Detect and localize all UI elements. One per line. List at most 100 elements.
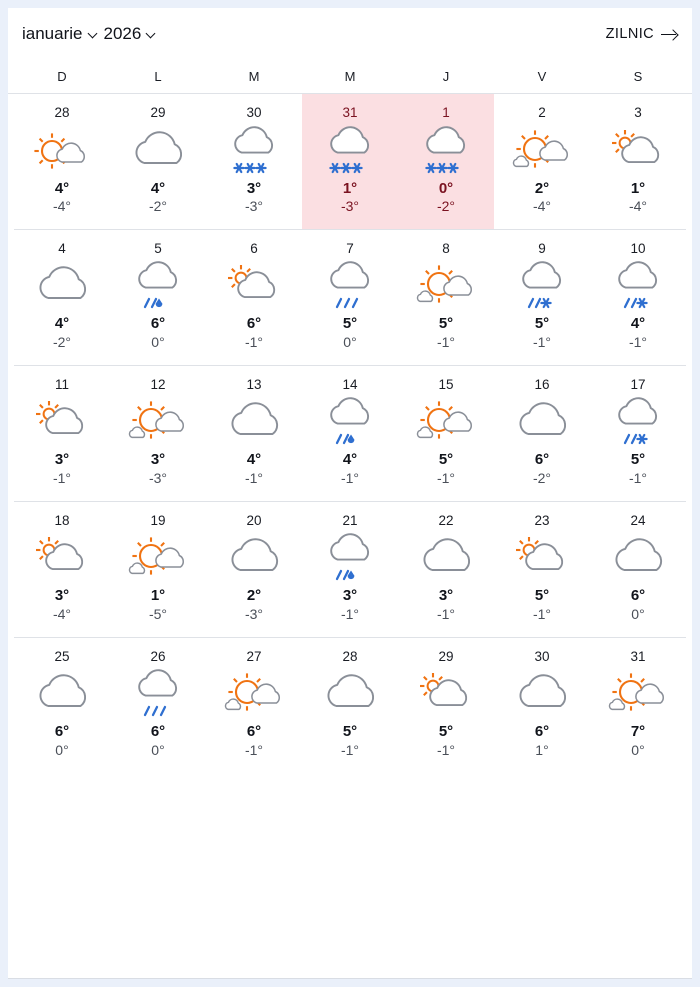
cloud-icon: [25, 261, 99, 311]
day-cell[interactable]: 14 4° -1°: [302, 366, 398, 501]
week-row: 28 4° -4° 29 4° -2° 30 3° -3° 31 1° -3° 1 0° -2° 2 2° -4°…: [14, 94, 686, 230]
day-cell[interactable]: 13 4° -1°: [206, 366, 302, 501]
temperature-low: -3°: [244, 197, 264, 214]
temperature-high: 3°: [246, 179, 262, 197]
day-cell[interactable]: 5 6° 0°: [110, 230, 206, 365]
temperature-low: -1°: [628, 333, 648, 350]
day-cell[interactable]: 25 6° 0°: [14, 638, 110, 773]
temperature-high: 5°: [534, 315, 550, 333]
month-select[interactable]: ianuarie: [22, 24, 99, 44]
sun-cloud-small-cloud-icon: [601, 669, 675, 719]
day-cell[interactable]: 7 5° 0°: [302, 230, 398, 365]
day-cell[interactable]: 16 6° -2°: [494, 366, 590, 501]
day-cell[interactable]: 11 3° -1°: [14, 366, 110, 501]
sun-cloud-small-cloud-icon: [409, 397, 483, 447]
day-number: 31: [630, 648, 646, 664]
temperature-low: -3°: [148, 469, 168, 486]
temperature-low: 0°: [55, 741, 69, 758]
calendar-weeks: 28 4° -4° 29 4° -2° 30 3° -3° 31 1° -3° 1 0° -2° 2 2° -4°…: [8, 94, 692, 773]
day-cell[interactable]: 6 6° -1°: [206, 230, 302, 365]
cloud-rain-sleet-icon: [313, 533, 387, 583]
temperature-low: -1°: [532, 605, 552, 622]
day-cell[interactable]: 18 3° -4°: [14, 502, 110, 637]
day-cell[interactable]: 29 5° -1°: [398, 638, 494, 773]
day-cell[interactable]: 3 1° -4°: [590, 94, 686, 229]
day-cell[interactable]: 30 3° -3°: [206, 94, 302, 229]
day-cell[interactable]: 28 4° -4°: [14, 94, 110, 229]
day-cell[interactable]: 27 6° -1°: [206, 638, 302, 773]
day-cell[interactable]: 24 6° 0°: [590, 502, 686, 637]
day-cell[interactable]: 10 4° -1°: [590, 230, 686, 365]
day-cell[interactable]: 8 5° -1°: [398, 230, 494, 365]
day-number: 4: [58, 240, 66, 256]
day-number: 25: [54, 648, 70, 664]
day-cell[interactable]: 20 2° -3°: [206, 502, 302, 637]
day-number: 14: [342, 376, 358, 392]
cloud-rain-sleet-icon: [121, 261, 195, 311]
day-number: 31: [342, 105, 358, 120]
temperature-high: 3°: [54, 451, 70, 469]
day-cell[interactable]: 12 3° -3°: [110, 366, 206, 501]
temperature-low: -1°: [436, 605, 456, 622]
temperature-high: 5°: [630, 451, 646, 469]
day-number: 5: [154, 240, 162, 256]
temperature-high: 4°: [246, 451, 262, 469]
day-cell[interactable]: 23 5° -1°: [494, 502, 590, 637]
cloud-rain-icon: [121, 669, 195, 719]
chevron-down-icon: [146, 29, 157, 40]
month-year-picker[interactable]: ianuarie 2026: [22, 24, 157, 44]
temperature-high: 6°: [150, 723, 166, 741]
temperature-low: -1°: [244, 333, 264, 350]
day-number: 17: [630, 376, 646, 392]
day-number: 24: [630, 512, 646, 528]
day-cell[interactable]: 22 3° -1°: [398, 502, 494, 637]
day-number: 20: [246, 512, 262, 528]
day-number: 2: [538, 105, 546, 120]
day-cell[interactable]: 15 5° -1°: [398, 366, 494, 501]
day-number: 3: [634, 105, 642, 120]
temperature-high: 7°: [630, 723, 646, 741]
day-cell[interactable]: 4 4° -2°: [14, 230, 110, 365]
daily-view-link[interactable]: ZILNIC: [606, 26, 678, 42]
day-cell[interactable]: 31 1° -3°: [302, 94, 398, 229]
temperature-low: -1°: [340, 741, 360, 758]
calendar-header: ianuarie 2026 ZILNIC: [8, 8, 692, 60]
day-cell[interactable]: 17 5° -1°: [590, 366, 686, 501]
temperature-low: -1°: [244, 741, 264, 758]
temperature-low: 0°: [151, 333, 165, 350]
day-cell[interactable]: 31 7° 0°: [590, 638, 686, 773]
day-cell[interactable]: 29 4° -2°: [110, 94, 206, 229]
temperature-low: -3°: [340, 197, 360, 214]
small-sun-cloud-icon: [409, 669, 483, 719]
temperature-low: -1°: [532, 333, 552, 350]
temperature-high: 5°: [438, 723, 454, 741]
temperature-low: -1°: [436, 741, 456, 758]
temperature-high: 5°: [342, 315, 358, 333]
day-cell[interactable]: 1 0° -2°: [398, 94, 494, 229]
small-sun-cloud-icon: [25, 533, 99, 583]
day-cell[interactable]: 30 6° 1°: [494, 638, 590, 773]
temperature-high: 4°: [54, 179, 70, 197]
temperature-low: 0°: [151, 741, 165, 758]
temperature-low: -5°: [148, 605, 168, 622]
temperature-low: -4°: [628, 197, 648, 214]
day-cell[interactable]: 9 5° -1°: [494, 230, 590, 365]
day-cell[interactable]: 26 6° 0°: [110, 638, 206, 773]
day-number: 12: [150, 376, 166, 392]
temperature-high: 6°: [534, 723, 550, 741]
year-select[interactable]: 2026: [104, 24, 158, 44]
day-cell[interactable]: 28 5° -1°: [302, 638, 398, 773]
cloud-rain-icon: [313, 261, 387, 311]
day-cell[interactable]: 2 2° -4°: [494, 94, 590, 229]
day-number: 16: [534, 376, 550, 392]
temperature-low: -1°: [244, 469, 264, 486]
cloud-icon: [217, 533, 291, 583]
cloud-icon: [505, 397, 579, 447]
cloud-icon: [121, 126, 195, 176]
day-number: 7: [346, 240, 354, 256]
temperature-high: 3°: [438, 587, 454, 605]
day-number: 29: [150, 105, 166, 120]
temperature-high: 6°: [630, 587, 646, 605]
day-cell[interactable]: 21 3° -1°: [302, 502, 398, 637]
day-cell[interactable]: 19 1° -5°: [110, 502, 206, 637]
